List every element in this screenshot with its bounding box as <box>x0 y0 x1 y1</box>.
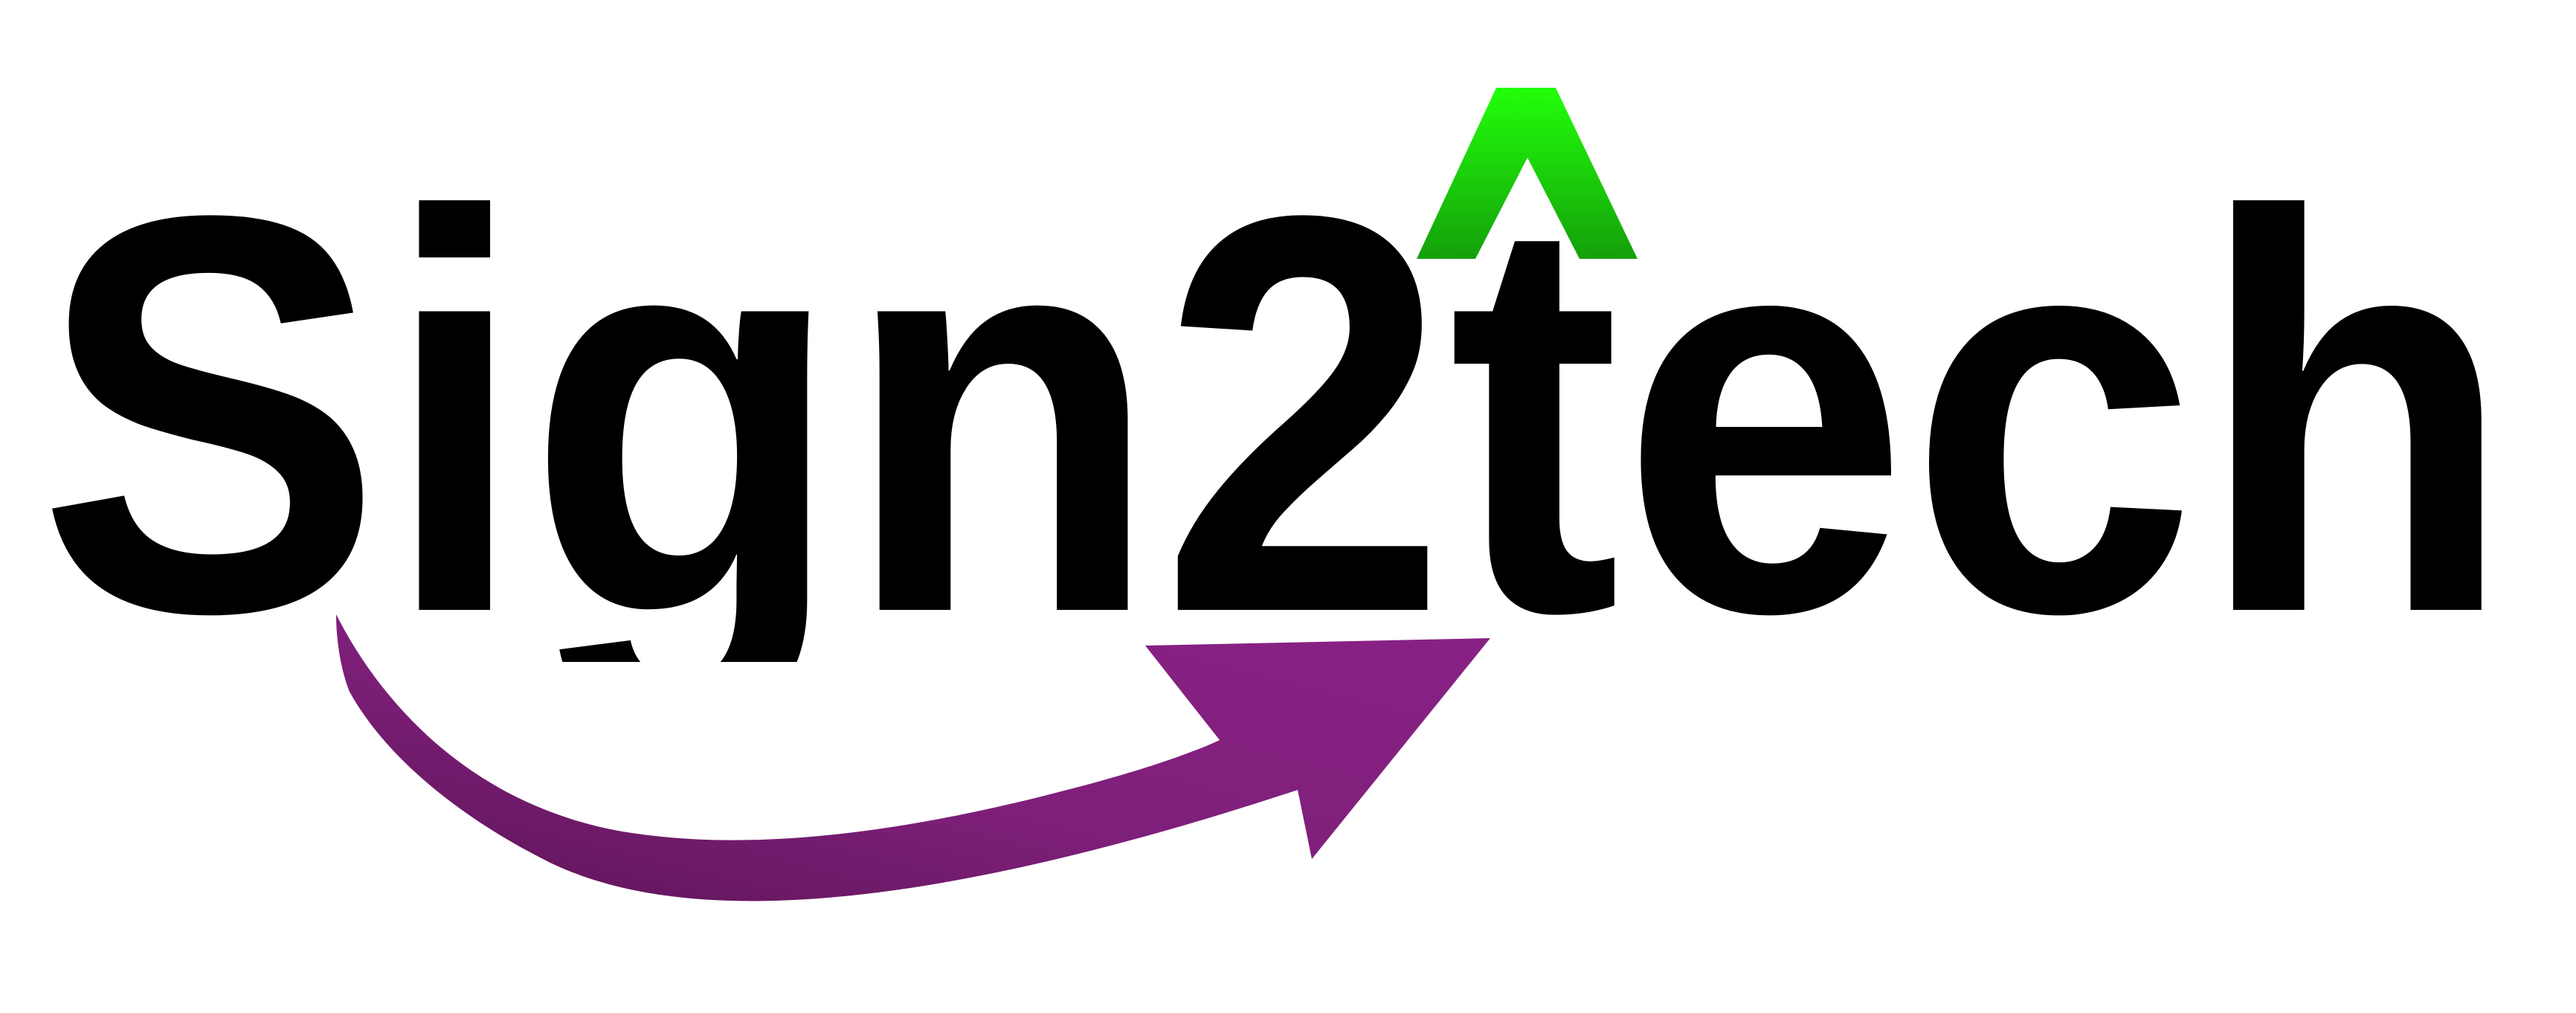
wordmark: Sign2tech <box>37 171 2514 662</box>
wordmark-text: Sign2tech <box>37 171 2514 662</box>
